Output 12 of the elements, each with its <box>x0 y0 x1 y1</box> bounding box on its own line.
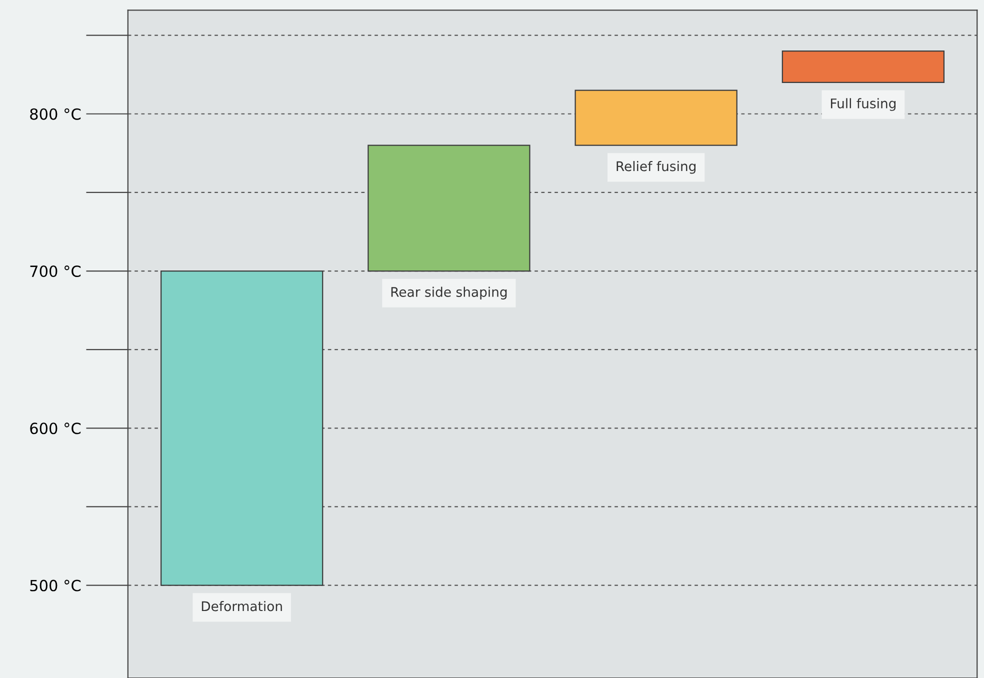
bar <box>160 270 324 586</box>
x-tick-label: Relief fusing <box>616 161 696 174</box>
bar <box>574 90 738 146</box>
y-tick-label: 500 °C <box>30 580 81 592</box>
y-tick-label: 700 °C <box>30 265 81 278</box>
x-tick-label: Full fusing <box>830 98 896 111</box>
y-tick-label: 600 °C <box>30 422 81 434</box>
bar <box>782 50 945 84</box>
y-tick-label: 800 °C <box>30 108 81 120</box>
x-tick-label: Deformation <box>202 601 282 612</box>
bar <box>368 144 530 272</box>
x-tick-label: Rear side shaping <box>391 286 507 300</box>
